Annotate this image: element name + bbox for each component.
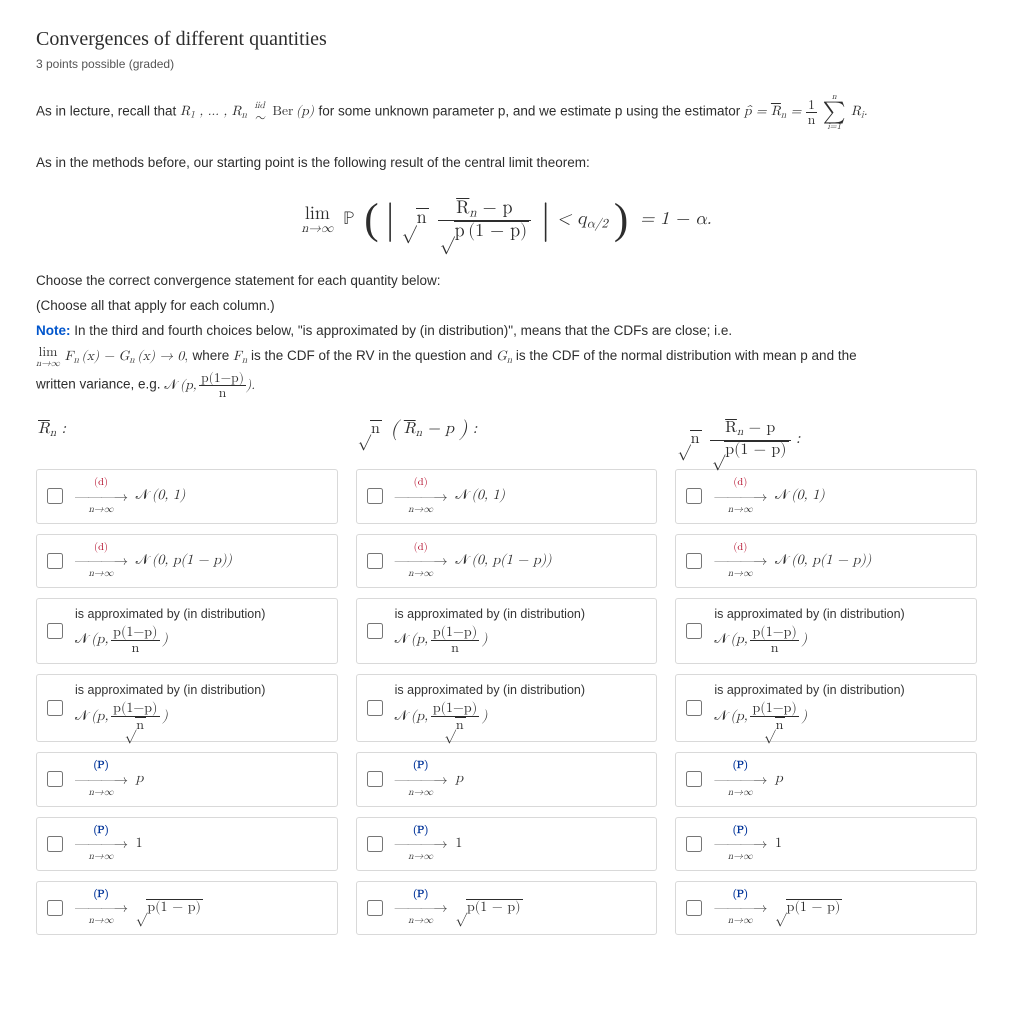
opt-label: is approximated by (in distribution) 𝒩 (… xyxy=(75,607,327,655)
column-headers: Rn : n ( Rn − p ) : n Rn − p p(1 − p) : xyxy=(36,420,977,459)
checkbox[interactable] xyxy=(367,488,383,504)
opt-label: (P)———→n→∞ 1 xyxy=(714,826,966,862)
opt-c2-r4[interactable]: is approximated by (in distribution) 𝒩 (… xyxy=(356,674,658,742)
checkbox[interactable] xyxy=(47,836,63,852)
math-estimator: p̂ = Rn = 1n n∑i=1 Ri. xyxy=(744,104,868,118)
opt-c1-r1[interactable]: (d)———→n→∞ 𝒩 (0, 1) xyxy=(36,469,338,523)
checkbox[interactable] xyxy=(367,836,383,852)
opt-c1-r2[interactable]: (d)———→n→∞ 𝒩 (0, p(1 − p)) xyxy=(36,534,338,588)
opt-c2-r5[interactable]: (P)———→n→∞ p xyxy=(356,752,658,806)
opt-c3-r7[interactable]: (P)———→n→∞ p(1 − p) xyxy=(675,881,977,935)
opt-c3-r6[interactable]: (P)———→n→∞ 1 xyxy=(675,817,977,871)
opt-c2-r2[interactable]: (d)———→n→∞ 𝒩 (0, p(1 − p)) xyxy=(356,534,658,588)
opt-label: (P)———→n→∞ p xyxy=(714,761,966,797)
checkbox[interactable] xyxy=(686,836,702,852)
clt-equation: limn→∞ ℙ ( | n Rn − p p (1 − p) | < qα/2… xyxy=(36,199,977,242)
opt-label: (d)———→n→∞ 𝒩 (0, p(1 − p)) xyxy=(395,543,647,579)
checkbox[interactable] xyxy=(686,900,702,916)
opt-label: (P)———→n→∞ p xyxy=(75,761,327,797)
checkbox[interactable] xyxy=(686,771,702,787)
checkbox[interactable] xyxy=(47,900,63,916)
problem-title: Convergences of different quantities xyxy=(36,28,977,51)
opt-label: (d)———→n→∞ 𝒩 (0, 1) xyxy=(75,478,327,514)
opt-label: (d)———→n→∞ 𝒩 (0, 1) xyxy=(395,478,647,514)
checkbox[interactable] xyxy=(47,488,63,504)
checkbox[interactable] xyxy=(686,623,702,639)
checkbox[interactable] xyxy=(47,771,63,787)
note-where: where xyxy=(192,348,233,363)
opt-label: is approximated by (in distribution) 𝒩 (… xyxy=(75,683,327,733)
opt-label: is approximated by (in distribution) 𝒩 (… xyxy=(395,683,647,733)
note-line: Note: In the third and fourth choices be… xyxy=(36,320,977,343)
note-label: Note: xyxy=(36,323,71,338)
opt-c3-r1[interactable]: (d)———→n→∞ 𝒩 (0, 1) xyxy=(675,469,977,523)
checkbox[interactable] xyxy=(367,771,383,787)
opt-label: (P)———→n→∞ 1 xyxy=(395,826,647,862)
opt-c1-r7[interactable]: (P)———→n→∞ p(1 − p) xyxy=(36,881,338,935)
intro-paragraph: As in lecture, recall that R1 , … , Rn i… xyxy=(36,93,977,132)
col-header-2: n ( Rn − p ) : xyxy=(356,420,658,459)
checkbox[interactable] xyxy=(47,700,63,716)
opt-label: (P)———→n→∞ p xyxy=(395,761,647,797)
checkbox[interactable] xyxy=(367,700,383,716)
intro-suffix: for some unknown parameter p, and we est… xyxy=(318,103,743,118)
opt-c1-r3[interactable]: is approximated by (in distribution) 𝒩 (… xyxy=(36,598,338,664)
points-possible: 3 points possible (graded) xyxy=(36,57,977,71)
opt-c2-r3[interactable]: is approximated by (in distribution) 𝒩 (… xyxy=(356,598,658,664)
opt-label: (P)———→n→∞ p(1 − p) xyxy=(75,890,327,926)
checkbox[interactable] xyxy=(367,623,383,639)
note-eq: limn→∞ Fn (x) − Gn (x) → 0, where Fn is … xyxy=(36,345,977,369)
opt-label: (d)———→n→∞ 𝒩 (0, p(1 − p)) xyxy=(714,543,966,579)
checkbox[interactable] xyxy=(47,553,63,569)
opt-c3-r2[interactable]: (d)———→n→∞ 𝒩 (0, p(1 − p)) xyxy=(675,534,977,588)
checkbox[interactable] xyxy=(47,623,63,639)
opt-label: is approximated by (in distribution) 𝒩 (… xyxy=(714,683,966,733)
opt-c3-r3[interactable]: is approximated by (in distribution) 𝒩 (… xyxy=(675,598,977,664)
math-R-iid: R1 , … , Rn iid ∼ Ber (p) xyxy=(180,104,318,118)
checkbox[interactable] xyxy=(367,900,383,916)
clt-intro: As in the methods before, our starting p… xyxy=(36,152,977,175)
opt-c1-r4[interactable]: is approximated by (in distribution) 𝒩 (… xyxy=(36,674,338,742)
opt-c3-r5[interactable]: (P)———→n→∞ p xyxy=(675,752,977,806)
opt-c3-r4[interactable]: is approximated by (in distribution) 𝒩 (… xyxy=(675,674,977,742)
opt-label: (P)———→n→∞ p(1 − p) xyxy=(395,890,647,926)
opt-c1-r6[interactable]: (P)———→n→∞ 1 xyxy=(36,817,338,871)
problem-page: Convergences of different quantities 3 p… xyxy=(0,0,1013,965)
opt-c1-r5[interactable]: (P)———→n→∞ p xyxy=(36,752,338,806)
opt-label: (d)———→n→∞ 𝒩 (0, 1) xyxy=(714,478,966,514)
checkbox[interactable] xyxy=(686,488,702,504)
opt-label: is approximated by (in distribution) 𝒩 (… xyxy=(395,607,647,655)
col-header-1: Rn : xyxy=(36,420,338,459)
answer-grid: (d)———→n→∞ 𝒩 (0, 1) (d)———→n→∞ 𝒩 (0, 1) … xyxy=(36,469,977,935)
opt-label: (P)———→n→∞ 1 xyxy=(75,826,327,862)
opt-c2-r1[interactable]: (d)———→n→∞ 𝒩 (0, 1) xyxy=(356,469,658,523)
checkbox[interactable] xyxy=(367,553,383,569)
col-header-3: n Rn − p p(1 − p) : xyxy=(675,420,977,459)
choose-sub: (Choose all that apply for each column.) xyxy=(36,295,977,318)
opt-c2-r7[interactable]: (P)———→n→∞ p(1 − p) xyxy=(356,881,658,935)
note-tail3: written variance, e.g. 𝒩 (p, p(1−p)n). xyxy=(36,371,977,400)
intro-prefix: As in lecture, recall that xyxy=(36,103,180,118)
opt-label: (P)———→n→∞ p(1 − p) xyxy=(714,890,966,926)
checkbox[interactable] xyxy=(686,553,702,569)
opt-label: is approximated by (in distribution) 𝒩 (… xyxy=(714,607,966,655)
opt-c2-r6[interactable]: (P)———→n→∞ 1 xyxy=(356,817,658,871)
checkbox[interactable] xyxy=(686,700,702,716)
opt-label: (d)———→n→∞ 𝒩 (0, p(1 − p)) xyxy=(75,543,327,579)
choose-line: Choose the correct convergence statement… xyxy=(36,270,977,293)
